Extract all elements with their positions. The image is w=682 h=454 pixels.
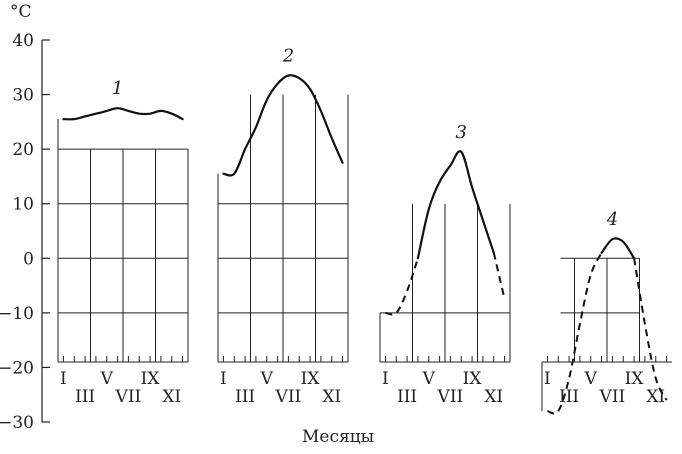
series-label: 2 <box>282 45 294 66</box>
month-label: III <box>559 387 579 407</box>
series-line-2 <box>222 74 344 177</box>
y-tick-label: −20 <box>0 358 34 378</box>
month-label: VII <box>437 387 464 407</box>
month-label: IX <box>301 369 321 389</box>
month-label: IX <box>625 369 645 389</box>
month-label: III <box>235 387 255 407</box>
month-label: I <box>60 369 67 389</box>
y-tick-label: 0 <box>23 249 34 269</box>
panel-1: I V IX III VII XI 1 <box>57 78 189 407</box>
month-label: XI <box>646 387 665 407</box>
series-label: 1 <box>112 78 123 99</box>
series-label: 4 <box>606 209 618 230</box>
series-line-1 <box>62 107 184 121</box>
series-line-dashed-3 <box>492 252 506 300</box>
month-label: VII <box>275 387 302 407</box>
series-label: 3 <box>456 122 467 143</box>
panel-3: I V IX III VII XI 3 <box>379 122 511 407</box>
y-tick-label: −30 <box>0 413 34 433</box>
y-tick-label: 30 <box>12 86 34 106</box>
month-label: V <box>422 369 436 389</box>
month-label: V <box>584 369 598 389</box>
panel-4: I V IX III VII XI 4 <box>541 209 672 415</box>
series-line-4 <box>600 237 636 260</box>
month-label: XI <box>322 387 341 407</box>
panel-2: I V IX III VII XI 2 <box>217 45 349 407</box>
month-label: VII <box>599 387 626 407</box>
y-ticks: 40 30 20 10 0 −10 −20 −30 <box>0 31 50 433</box>
month-label: V <box>100 369 114 389</box>
series-line-3 <box>416 150 495 260</box>
month-label: III <box>75 387 95 407</box>
month-label: V <box>260 369 274 389</box>
series-line-dashed-4 <box>633 258 668 401</box>
y-unit-label: °C <box>10 2 32 22</box>
month-label: IX <box>463 369 483 389</box>
month-label: IX <box>141 369 161 389</box>
month-label: I <box>382 369 389 389</box>
month-label: I <box>220 369 227 389</box>
month-label: VII <box>115 387 142 407</box>
x-axis-label: Месяцы <box>302 427 374 447</box>
y-tick-label: 20 <box>12 140 34 160</box>
y-tick-label: −10 <box>0 304 34 324</box>
y-tick-label: 40 <box>12 31 34 51</box>
month-label: XI <box>162 387 181 407</box>
month-label: XI <box>484 387 503 407</box>
y-tick-label: 10 <box>12 195 34 215</box>
month-label: III <box>397 387 417 407</box>
series-line-dashed-3 <box>385 257 419 316</box>
series-line-dashed-4 <box>547 252 603 415</box>
month-label: I <box>544 369 551 389</box>
